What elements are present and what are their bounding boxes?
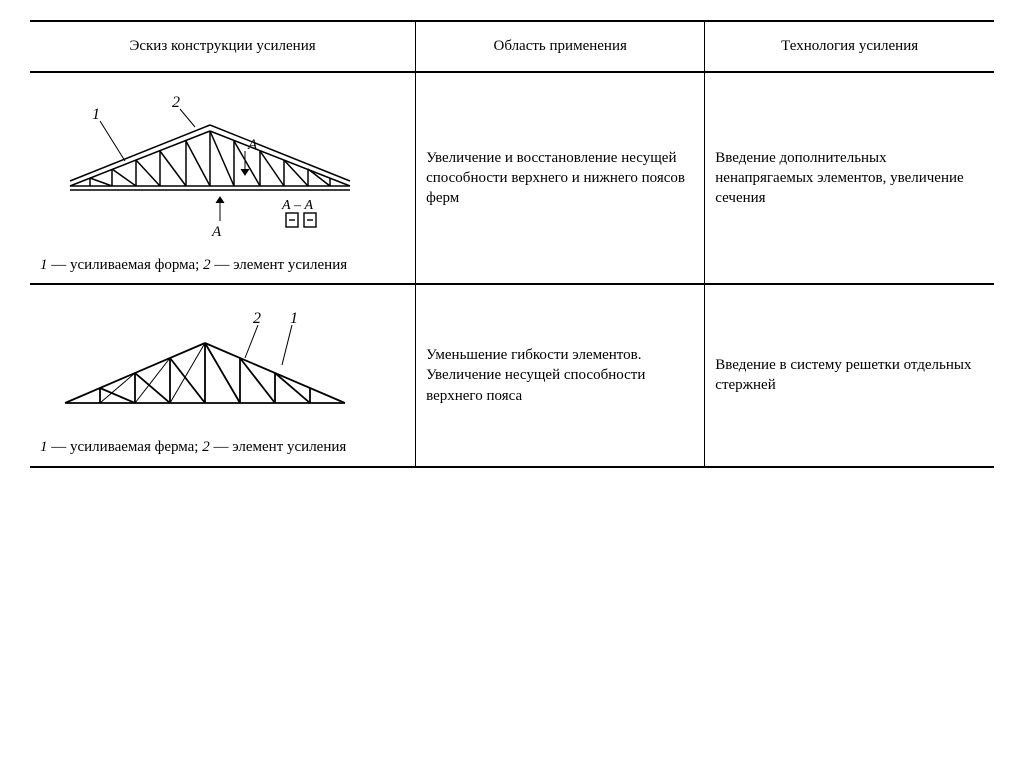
truss2-svg: 2 1: [40, 303, 370, 423]
row2-cap-txt1: — усиливаемая ферма;: [48, 439, 203, 455]
row2-application: Уменьшение гибкости элементов. Увеличени…: [416, 284, 705, 466]
truss1-svg: 1 2 А А А – А: [40, 91, 380, 241]
row1-application: Увеличение и восстановление несущей спос…: [416, 72, 705, 284]
row1-cap-txt2: — элемент усиления: [211, 257, 348, 273]
truss1-label-1: 1: [92, 106, 100, 123]
truss2-label-1: 1: [290, 310, 298, 327]
truss1-label-A-top: А: [247, 137, 258, 153]
truss2-label-2: 2: [253, 310, 261, 327]
row2-cap-num1: 1: [40, 439, 48, 455]
row2-caption: 1 — усиливаемая ферма; 2 — элемент усиле…: [40, 437, 405, 457]
row2-sketch-cell: 2 1 1 — усиливаемая ферма; 2 — элемент у…: [30, 284, 416, 466]
row1-caption: 1 — усиливаемая форма; 2 — элемент усиле…: [40, 255, 405, 275]
row2-technology: Введение в систему решетки отдельных сте…: [705, 284, 994, 466]
row2-cap-txt2: — элемент усиления: [210, 439, 347, 455]
truss1-label-2: 2: [172, 94, 180, 111]
row2-cap-num2: 2: [202, 439, 210, 455]
row1-cap-num2: 2: [203, 257, 211, 273]
row1-cap-txt1: — усиливаемая форма;: [48, 257, 204, 273]
row1-cap-num1: 1: [40, 257, 48, 273]
header-technology: Технология усиления: [705, 21, 994, 72]
truss1-section-label: А – А: [281, 198, 314, 213]
truss-diagram-1: 1 2 А А А – А: [40, 81, 405, 245]
row1-sketch-cell: 1 2 А А А – А: [30, 72, 416, 284]
truss-diagram-2: 2 1: [40, 293, 405, 427]
row1-technology: Введение дополнительных ненапрягаемых эл…: [705, 72, 994, 284]
truss1-label-A-bottom: А: [211, 224, 222, 240]
reinforcement-table: Эскиз конструкции усиления Область приме…: [30, 20, 994, 468]
header-sketch: Эскиз конструкции усиления: [30, 21, 416, 72]
header-application: Область применения: [416, 21, 705, 72]
